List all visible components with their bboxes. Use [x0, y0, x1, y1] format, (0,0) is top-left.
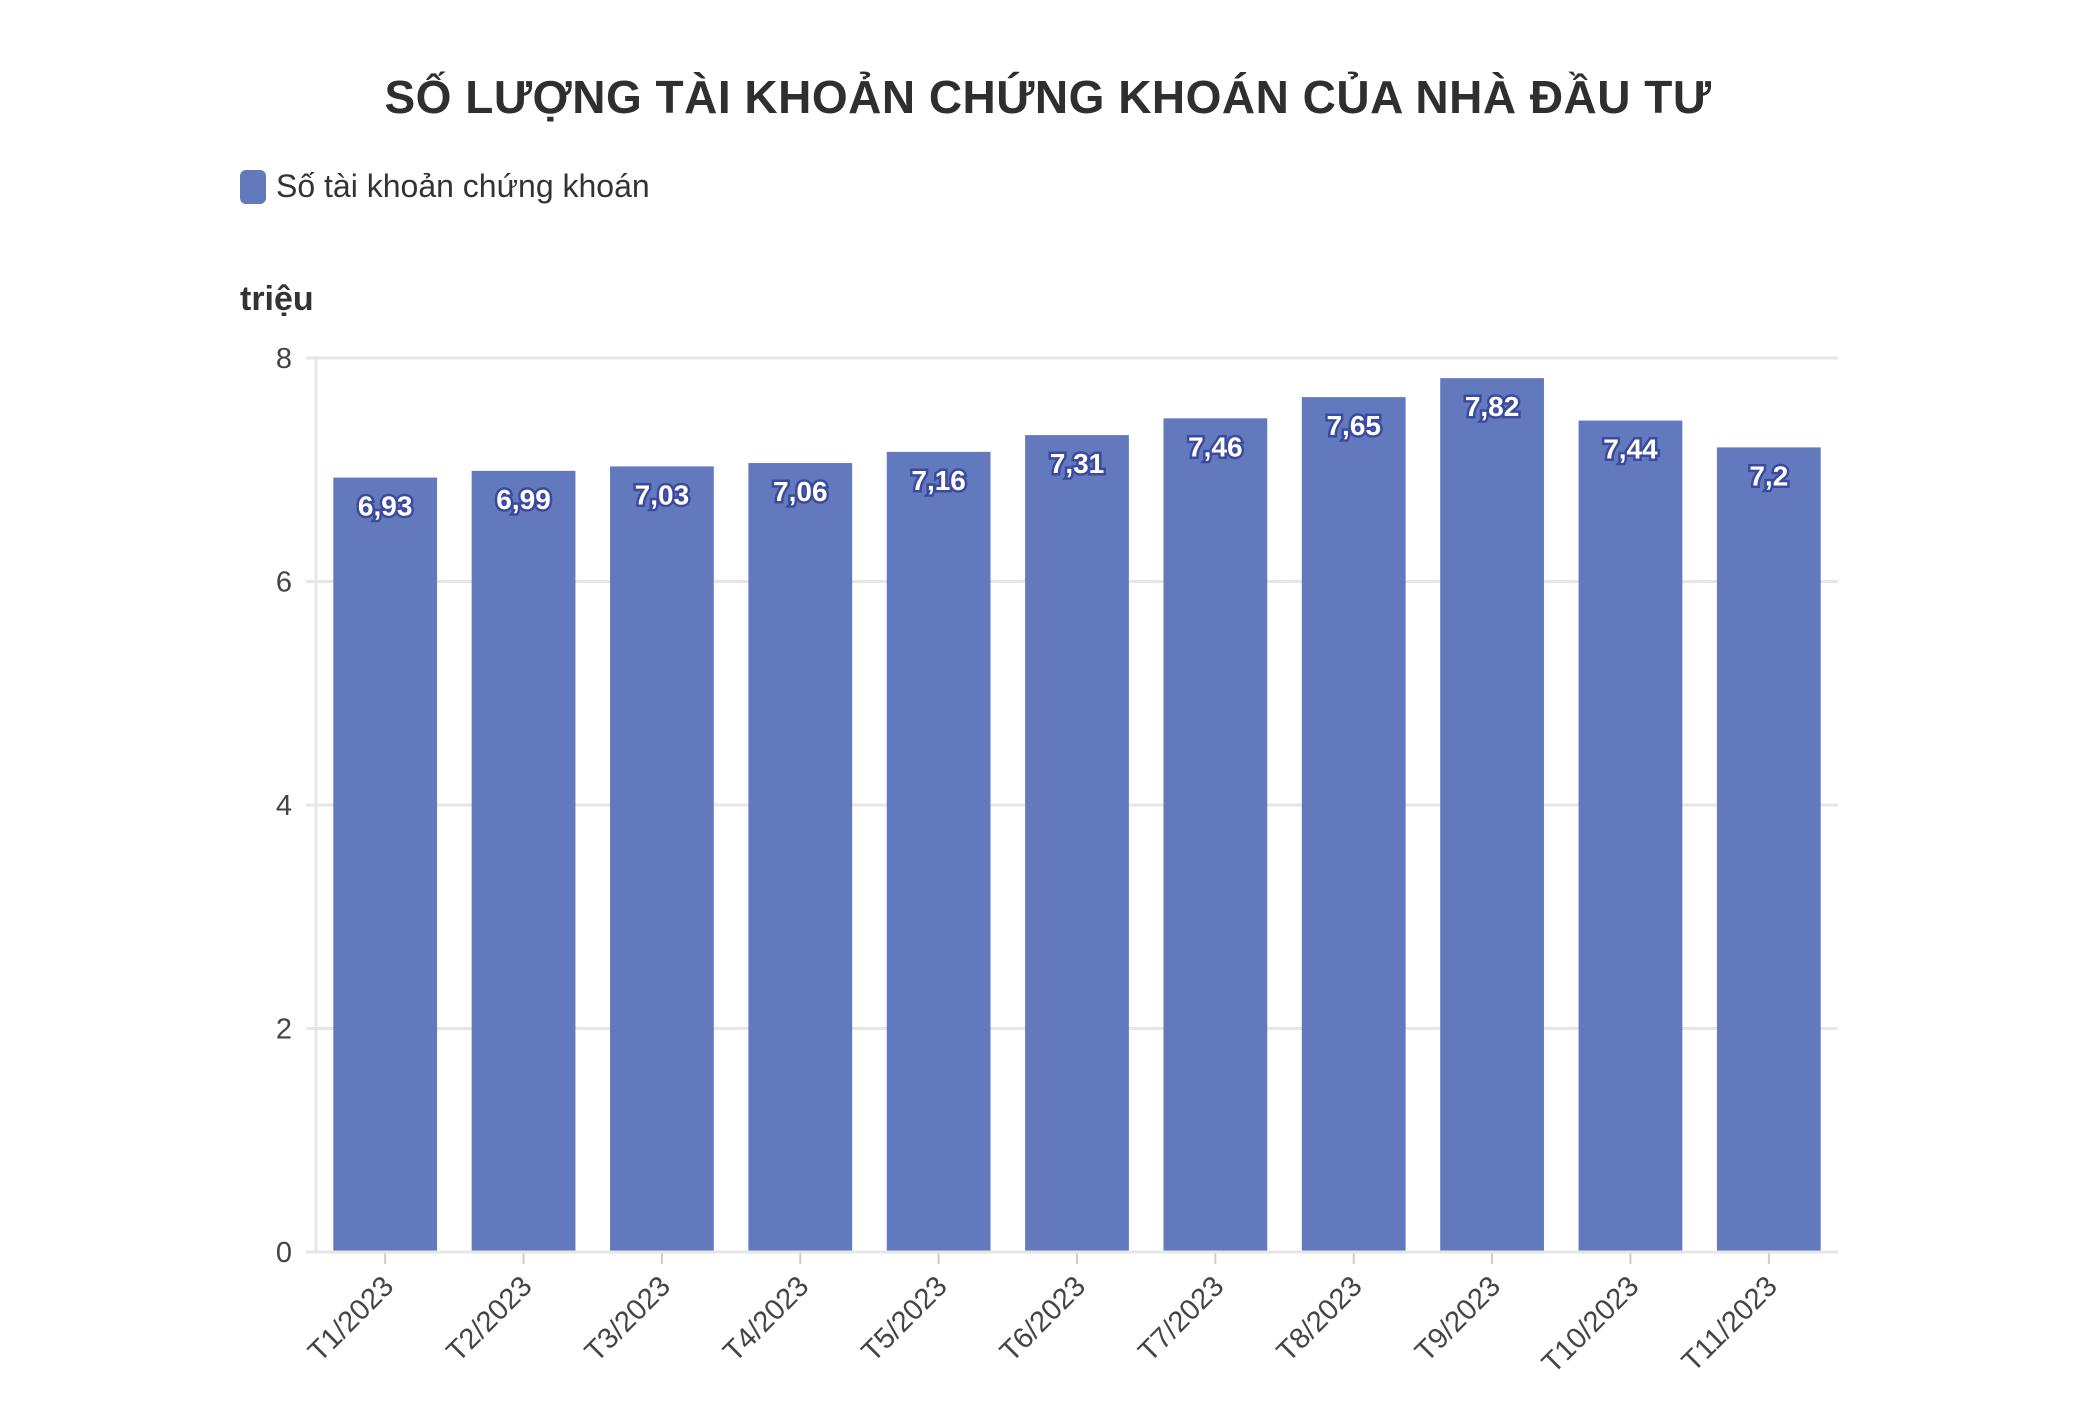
bar — [748, 463, 853, 1252]
chart-title: SỐ LƯỢNG TÀI KHOẢN CHỨNG KHOÁN CỦA NHÀ Đ… — [384, 71, 1712, 123]
x-tick-label: T3/2023 — [579, 1270, 677, 1368]
bar — [471, 470, 576, 1252]
data-label: 7,06 — [773, 476, 828, 507]
legend-label: Số tài khoản chứng khoán — [276, 168, 650, 204]
y-tick-label: 4 — [276, 790, 292, 822]
data-label: 7,44 — [1603, 434, 1658, 465]
bar — [1716, 447, 1821, 1252]
bar — [333, 477, 438, 1252]
data-label: 7,31 — [1050, 448, 1105, 479]
data-labels: 6,93 6,99 7,03 7,06 7,16 7,31 7,46 7,65 7,82 7,44… — [355, 389, 1790, 524]
y-tick-label: 8 — [276, 343, 292, 375]
bar — [1301, 397, 1406, 1252]
y-tick-label: 0 — [276, 1237, 292, 1269]
x-tick-label: T9/2023 — [1409, 1270, 1507, 1368]
bar — [886, 451, 991, 1252]
data-label: 7,65 — [1326, 410, 1381, 441]
data-label: 7,82 — [1465, 391, 1520, 422]
data-label: 6,93 — [358, 491, 413, 522]
legend: Số tài khoản chứng khoán — [240, 168, 650, 205]
y-axis-unit-label: triệu — [240, 280, 314, 318]
x-tick-label: T2/2023 — [441, 1270, 539, 1368]
data-label: 7,16 — [911, 465, 966, 496]
y-tick-label: 6 — [276, 567, 292, 599]
x-tick-label: T6/2023 — [994, 1270, 1092, 1368]
x-tick-label: T8/2023 — [1271, 1270, 1369, 1368]
data-label: 6,99 — [496, 484, 551, 515]
bars — [333, 378, 1821, 1253]
bar — [610, 466, 714, 1253]
data-label: 7,03 — [635, 479, 690, 510]
legend-swatch — [240, 169, 266, 204]
data-label: 7,2 — [1749, 460, 1788, 491]
x-tick-label: T11/2023 — [1676, 1270, 1784, 1378]
x-tick-label: T10/2023 — [1536, 1270, 1645, 1379]
bar — [1440, 378, 1544, 1252]
x-tick-label: T4/2023 — [717, 1270, 815, 1368]
bar — [1578, 420, 1683, 1253]
x-tick-label: T1/2023 — [302, 1270, 400, 1368]
data-label: 7,46 — [1188, 431, 1243, 462]
y-tick-label: 2 — [276, 1014, 292, 1046]
x-tick-label: T7/2023 — [1132, 1270, 1230, 1368]
bar — [1163, 418, 1268, 1253]
x-tick-label: T5/2023 — [856, 1270, 954, 1368]
bar — [1025, 435, 1129, 1252]
